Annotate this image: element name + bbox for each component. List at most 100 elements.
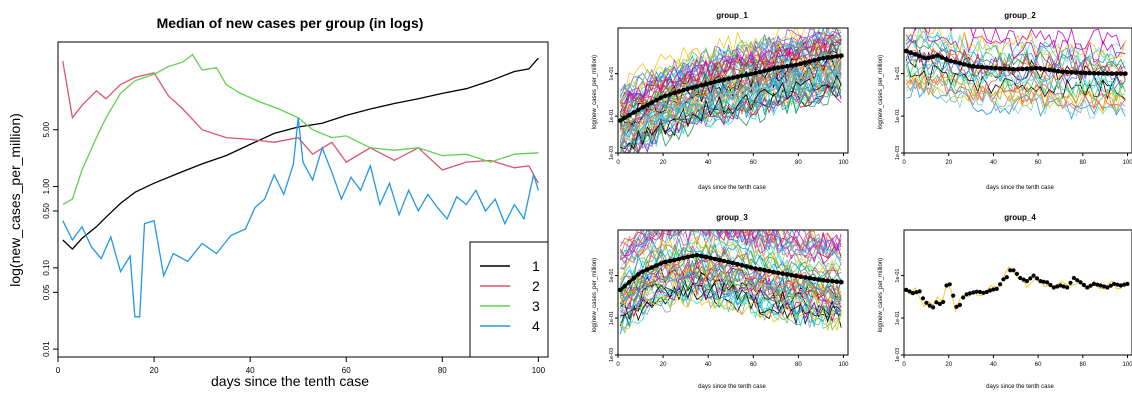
panel-4-median-point bbox=[1081, 282, 1086, 288]
panel-4-median-point bbox=[1011, 268, 1016, 273]
panel-3-median-point bbox=[654, 263, 659, 268]
panel-4-median-point bbox=[1018, 275, 1023, 281]
panel-2-median-point bbox=[1055, 69, 1061, 74]
panel-2-median-point bbox=[1006, 66, 1012, 72]
panel-4-median-point bbox=[1108, 283, 1113, 288]
panel-2-median-point bbox=[953, 59, 958, 65]
panel-4-median-point bbox=[994, 286, 999, 291]
panel-4-median-point bbox=[1078, 280, 1083, 285]
main-x-axis: 0 20 40 60 80 100 bbox=[56, 357, 546, 375]
main-series-line-1 bbox=[62, 57, 539, 251]
panel-2-frame bbox=[903, 27, 1132, 154]
panel-1-median-point bbox=[762, 68, 767, 74]
panel-3-median-point bbox=[775, 270, 781, 276]
panel-3-median-point bbox=[739, 263, 745, 268]
panel-1-x-label: days since the tenth case bbox=[698, 185, 766, 191]
main-x-tick-label: 0 bbox=[56, 366, 61, 375]
panel-4-median-point bbox=[981, 290, 986, 295]
panel-3-median-point bbox=[780, 271, 785, 276]
panel-2-median-point bbox=[904, 48, 909, 54]
panel-3-median-point bbox=[681, 255, 686, 261]
panel-4-median-point bbox=[941, 299, 946, 305]
panel-3-country-line bbox=[619, 230, 842, 270]
main-y-tick-label: 0.50 bbox=[42, 203, 51, 219]
panel-4-median-point bbox=[931, 305, 936, 310]
panel-3-median-point bbox=[829, 278, 835, 284]
panel-4-median-point bbox=[1051, 285, 1056, 290]
panel-4-x-label: days since the tenth case bbox=[986, 384, 1054, 390]
panel-1-median-point bbox=[739, 73, 745, 79]
panel-1-median-point bbox=[690, 85, 695, 90]
panel-3-median-point bbox=[672, 257, 677, 263]
panel-2-x-tick-label: 60 bbox=[1035, 160, 1042, 166]
panel-1-median-point bbox=[798, 61, 803, 67]
panel-3-y-tick-label: 1e-01 bbox=[609, 311, 615, 325]
main-y-tick-label: 0.01 bbox=[42, 341, 51, 357]
panel-2-median-point bbox=[1029, 66, 1034, 71]
panel-2-median-point bbox=[957, 61, 963, 66]
panel-3-median-point bbox=[636, 272, 641, 277]
panel-1-median-point bbox=[622, 115, 628, 121]
panel-4-y-tick-label: 1e-01 bbox=[895, 269, 901, 283]
panel-4-median-point bbox=[947, 282, 952, 287]
panel-2-median-point bbox=[944, 57, 949, 62]
main-chart-title: Median of new cases per group (in logs) bbox=[157, 15, 424, 31]
panel-1-median-point bbox=[649, 100, 655, 105]
panel-2-x-tick-label: 80 bbox=[1079, 160, 1086, 166]
panel-4-median-point bbox=[974, 289, 979, 294]
panel-3-median-point bbox=[667, 258, 673, 264]
panel-1-median-point bbox=[663, 93, 668, 99]
panel-4-x-tick-label: 60 bbox=[1035, 362, 1042, 368]
panel-2-x-tick-label: 40 bbox=[990, 160, 997, 166]
panel-3-country-line bbox=[619, 259, 842, 306]
panel-3-median-point bbox=[658, 261, 664, 266]
panel-3-median-point bbox=[771, 269, 776, 275]
panel-4-median-point bbox=[937, 301, 942, 307]
panel-3-median-point bbox=[649, 265, 655, 270]
panel-4-median-point bbox=[1048, 282, 1053, 288]
panel-2-median-point bbox=[1109, 71, 1115, 76]
panel-1-y-tick-label: 1e-03 bbox=[609, 146, 615, 160]
panel-3-median-point bbox=[622, 283, 628, 289]
panel-1-country-line bbox=[619, 28, 842, 103]
panel-3-median-point bbox=[721, 258, 727, 264]
panel-4-median-point bbox=[1088, 283, 1093, 288]
panel-4-x-tick-label: 20 bbox=[945, 362, 952, 368]
panel-1-median-point bbox=[775, 65, 781, 70]
panel-4-title: group_4 bbox=[1004, 213, 1036, 222]
panel-3-median-point bbox=[753, 266, 758, 271]
main-legend: 1 2 3 4 bbox=[469, 241, 549, 358]
panel-4-median-point bbox=[967, 291, 973, 296]
panel-4-median-point bbox=[1021, 277, 1026, 282]
panel-4-x-tick-label: 100 bbox=[1123, 362, 1132, 368]
panel-2-median-point bbox=[935, 53, 940, 58]
panel-1-median-point bbox=[816, 56, 821, 62]
panel-4-median-point bbox=[1041, 279, 1046, 284]
panel-1-country-line bbox=[619, 79, 842, 153]
panel-4-median-point bbox=[914, 290, 919, 295]
panel-1-median-point bbox=[789, 63, 794, 68]
panel-2-median-point bbox=[1087, 70, 1092, 76]
panel-2-median-point bbox=[1069, 70, 1074, 75]
panel-4-median-point bbox=[1105, 285, 1110, 290]
panel-3-x-tick-label: 100 bbox=[838, 362, 849, 368]
panel-2-median-point bbox=[997, 66, 1003, 71]
panel-1-median-point bbox=[676, 89, 682, 94]
panel-3-median-point bbox=[798, 274, 803, 280]
panel-3-median-point bbox=[694, 252, 700, 258]
panel-2-country-line bbox=[906, 78, 1126, 120]
panel-3-median-point bbox=[730, 260, 736, 266]
panel-1-plot: 0 20 40 60 80 100 1e-03 1e-01 1e-01 bbox=[609, 27, 849, 166]
panel-1-median-point bbox=[730, 75, 736, 80]
panel-3-median-point bbox=[748, 265, 754, 270]
panel-2-median-point bbox=[1073, 70, 1079, 75]
panel-3-country-line bbox=[619, 257, 842, 307]
panel-1-median-point bbox=[784, 63, 790, 69]
panel-1-median-point bbox=[834, 54, 839, 59]
panel-2-plot: 0 20 40 60 80 100 1e-03 1e-01 1e-01 bbox=[895, 27, 1132, 166]
panel-1-x-tick-label: 20 bbox=[660, 160, 667, 166]
panel-3-median-point bbox=[825, 278, 830, 284]
panel-4-median-point bbox=[1004, 275, 1009, 280]
panel-1-median-point bbox=[829, 54, 835, 60]
